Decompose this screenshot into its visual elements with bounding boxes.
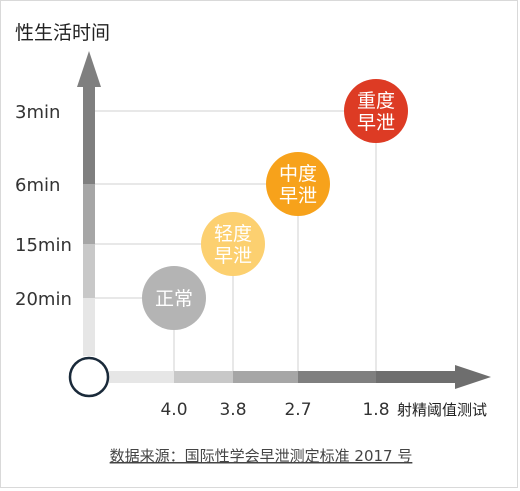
x-axis-segment <box>109 371 174 383</box>
x-axis-segment <box>298 371 376 383</box>
y-tick-labels: 3min 6min 15min 20min <box>15 102 72 310</box>
x-tick-label: 1.8 <box>362 400 389 420</box>
x-tick-label: 2.7 <box>284 400 311 420</box>
x-tick-labels: 4.0 3.8 2.7 1.8 <box>160 400 389 420</box>
origin-circle <box>68 356 110 398</box>
x-axis-arrow <box>455 365 491 389</box>
y-axis-title: 性生活时间 <box>15 22 110 44</box>
bubble-circle <box>142 266 206 330</box>
x-axis-segment <box>174 371 233 383</box>
bubble-label: 重度 <box>357 90 395 112</box>
bubble-circle <box>344 79 408 143</box>
bubble-label: 中度 <box>279 163 317 185</box>
bubble-circle <box>266 152 330 216</box>
y-axis-segment <box>83 244 95 298</box>
bubble-label: 轻度 <box>214 223 252 245</box>
x-axis-segment <box>376 371 456 383</box>
bubble-label: 早泄 <box>357 112 395 134</box>
y-axis-segment <box>83 86 95 184</box>
y-axis <box>77 51 101 356</box>
y-axis-segment <box>83 184 95 244</box>
bubble-circle <box>201 212 265 276</box>
x-axis-segment <box>233 371 298 383</box>
y-axis-arrow <box>77 51 101 87</box>
bubble-label: 正常 <box>155 288 193 310</box>
y-tick-label: 6min <box>15 175 60 196</box>
bubble-label: 早泄 <box>214 245 252 267</box>
y-axis-segment <box>83 298 95 356</box>
y-tick-label: 15min <box>15 235 72 256</box>
x-axis-title: 射精阈值测试 <box>397 401 487 419</box>
x-axis <box>109 365 491 389</box>
x-tick-label: 4.0 <box>160 400 187 420</box>
source-note: 数据来源：国际性学会早泄测定标准 2017 号 <box>110 447 413 465</box>
bubble-point: 正常 <box>142 266 206 330</box>
y-tick-label: 3min <box>15 102 60 123</box>
y-tick-label: 20min <box>15 289 72 310</box>
origin-marker <box>68 356 110 398</box>
x-tick-label: 3.8 <box>219 400 246 420</box>
bubble-label: 早泄 <box>279 185 317 207</box>
